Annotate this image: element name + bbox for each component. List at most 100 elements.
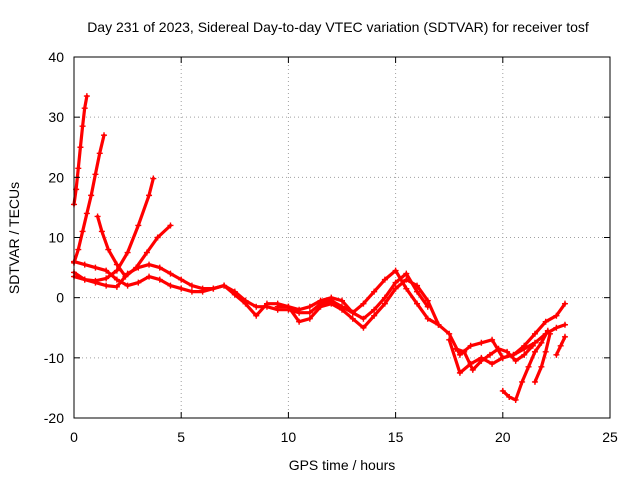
series-arc-late-c: [499, 327, 551, 403]
data-point: [414, 288, 421, 295]
data-point: [167, 282, 174, 289]
data-point: [178, 276, 185, 283]
data-point: [512, 357, 519, 364]
data-point: [478, 357, 485, 364]
data-point: [81, 261, 88, 268]
data-point: [210, 285, 217, 292]
data-point: [456, 351, 463, 358]
y-tick-label: 30: [48, 109, 64, 125]
data-point: [317, 297, 324, 304]
data-point: [456, 369, 463, 376]
data-point: [113, 283, 120, 290]
series-arc-main-b: [71, 258, 442, 331]
series-line: [276, 269, 567, 360]
data-point: [544, 327, 551, 334]
data-point: [146, 261, 153, 268]
series-arc-late-a: [446, 321, 568, 376]
data-point: [521, 351, 528, 358]
data-point: [531, 378, 538, 385]
data-point: [414, 282, 421, 289]
data-point: [360, 324, 367, 331]
y-tick-label: 10: [48, 230, 64, 246]
data-point: [135, 222, 142, 229]
data-point: [94, 213, 101, 220]
data-point: [467, 342, 474, 349]
data-point: [414, 300, 421, 307]
data-point: [124, 249, 131, 256]
data-point: [79, 228, 86, 235]
data-point: [381, 294, 388, 301]
data-point: [306, 309, 313, 316]
data-point: [349, 315, 356, 322]
x-axis-ticks: 0 5 10 15 20 25: [70, 57, 618, 445]
data-point: [561, 333, 568, 340]
data-point: [124, 282, 131, 289]
data-point: [96, 150, 103, 157]
grid-lines: [74, 57, 610, 418]
data-point: [199, 288, 206, 295]
data-point: [92, 264, 99, 271]
data-point: [553, 351, 560, 358]
data-point: [178, 285, 185, 292]
x-axis-label: GPS time / hours: [289, 457, 396, 473]
data-point: [231, 291, 238, 298]
data-point: [242, 300, 249, 307]
data-point: [371, 288, 378, 295]
data-point: [403, 270, 410, 277]
data-point: [499, 387, 506, 394]
data-point: [461, 348, 468, 355]
data-point: [75, 246, 82, 253]
data-point: [221, 282, 228, 289]
data-point: [542, 348, 549, 355]
data-point: [489, 360, 496, 367]
data-point: [403, 276, 410, 283]
y-tick-label: 20: [48, 169, 64, 185]
data-point: [103, 282, 110, 289]
data-point: [154, 234, 161, 241]
data-point: [113, 261, 120, 268]
y-axis-ticks: -20 -10 0 10 20 30 40: [44, 49, 610, 426]
data-point: [105, 246, 112, 253]
data-point: [113, 267, 120, 274]
data-point: [75, 165, 82, 172]
data-point: [553, 324, 560, 331]
data-point: [506, 393, 513, 400]
series-arc-late-d: [531, 330, 553, 385]
data-point: [542, 318, 549, 325]
data-point: [424, 315, 431, 322]
data-point: [371, 312, 378, 319]
series-arc-late-e: [553, 333, 568, 358]
data-point: [392, 285, 399, 292]
data-point: [557, 342, 564, 349]
series-arc-steep-rise: [71, 93, 90, 208]
data-point: [81, 105, 88, 112]
data-point: [478, 339, 485, 346]
data-point: [521, 345, 528, 352]
y-tick-label: 40: [48, 49, 64, 65]
y-tick-label: 0: [56, 290, 64, 306]
data-point: [531, 348, 538, 355]
data-point: [92, 171, 99, 178]
data-point: [561, 321, 568, 328]
data-point: [306, 303, 313, 310]
data-point: [328, 294, 335, 301]
data-point: [135, 279, 142, 286]
data-point: [531, 330, 538, 337]
data-point: [392, 267, 399, 274]
data-point: [469, 366, 476, 373]
data-point: [452, 345, 459, 352]
data-point: [519, 378, 526, 385]
data-point: [512, 396, 519, 403]
data-point: [489, 336, 496, 343]
data-point: [79, 123, 86, 130]
data-point: [499, 354, 506, 361]
x-tick-label: 25: [602, 429, 618, 445]
data-point: [424, 297, 431, 304]
data-point: [146, 273, 153, 280]
y-tick-label: -10: [44, 350, 64, 366]
chart-title: Day 231 of 2023, Sidereal Day-to-day VTE…: [87, 19, 589, 35]
data-point: [285, 303, 292, 310]
data-point: [156, 264, 163, 271]
x-tick-label: 0: [70, 429, 78, 445]
